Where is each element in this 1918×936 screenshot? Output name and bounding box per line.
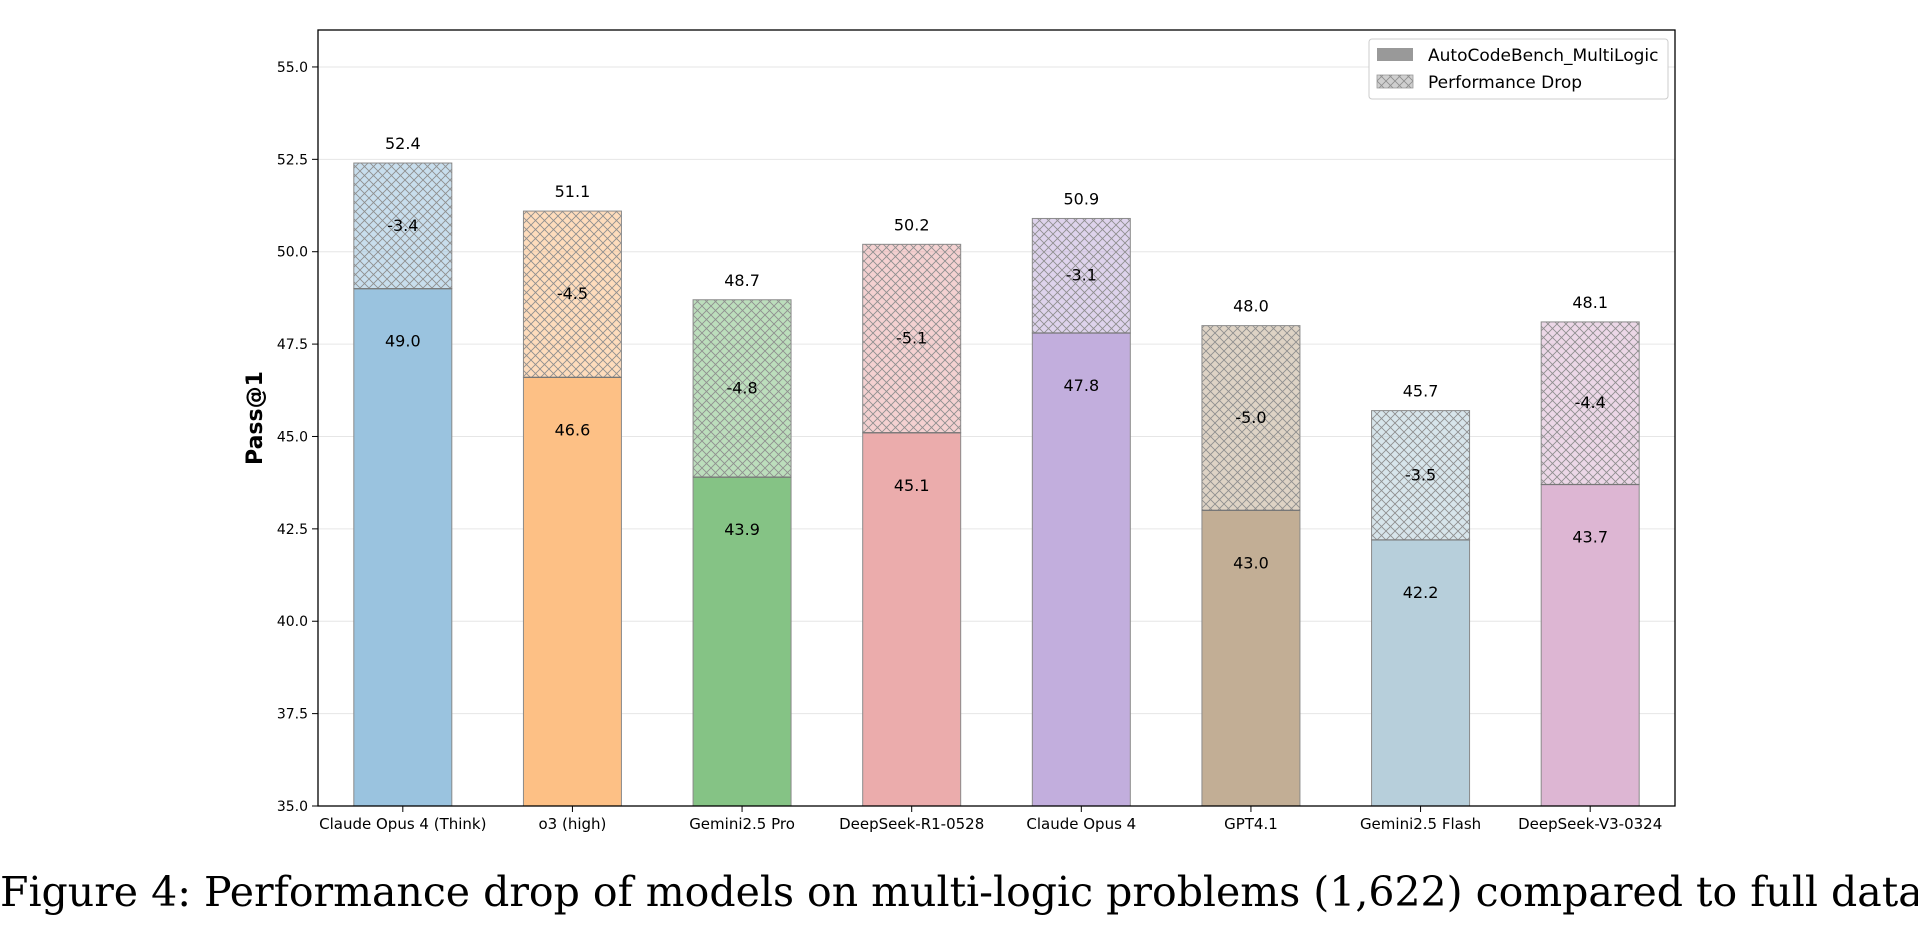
drop-value-label: -5.0 bbox=[1235, 408, 1266, 427]
base-value-label: 42.2 bbox=[1403, 583, 1439, 602]
total-value-label: 51.1 bbox=[555, 182, 591, 201]
bars bbox=[353, 162, 1640, 807]
y-tick-label: 35.0 bbox=[277, 799, 308, 815]
bar-drop-hatch bbox=[1371, 410, 1471, 541]
x-tick-label: DeepSeek-V3-0324 bbox=[1518, 815, 1662, 833]
legend-label-drop: Performance Drop bbox=[1428, 73, 1582, 93]
bar-base bbox=[522, 376, 622, 807]
legend-swatch-hatch-overlay bbox=[1377, 75, 1413, 88]
y-tick-label: 45.0 bbox=[277, 429, 308, 445]
bar-drop-hatch bbox=[1540, 321, 1640, 486]
drop-value-label: -5.1 bbox=[896, 329, 927, 348]
total-value-label: 50.9 bbox=[1064, 189, 1100, 208]
total-value-label: 48.0 bbox=[1233, 297, 1269, 316]
bar-base bbox=[1201, 509, 1301, 807]
bar-drop-hatch bbox=[353, 162, 453, 290]
bar-chart: 49.0 -3.4 52.4 46.6 -4.5 51.1 43.9 -4.8 48.7 45.1… bbox=[243, 29, 1676, 833]
total-value-label: 52.4 bbox=[385, 134, 421, 153]
bar-base bbox=[353, 288, 453, 807]
total-value-label: 45.7 bbox=[1403, 382, 1439, 401]
bar-drop-hatch bbox=[692, 299, 792, 478]
bar-base bbox=[862, 432, 962, 807]
axis-ticks: 35.0 37.5 40.0 42.5 45.0 47.5 50.0 52.5 55.0 Clau… bbox=[277, 60, 1662, 833]
y-tick-label: 42.5 bbox=[277, 522, 308, 538]
base-value-label: 47.8 bbox=[1064, 376, 1100, 395]
legend-label-base: AutoCodeBench_MultiLogic bbox=[1428, 46, 1659, 66]
drop-value-label: -4.4 bbox=[1575, 393, 1606, 412]
base-value-label: 43.0 bbox=[1233, 553, 1269, 572]
bar-base bbox=[1031, 332, 1131, 807]
legend: AutoCodeBench_MultiLogic Performance Dro… bbox=[1368, 38, 1669, 100]
y-tick-label: 47.5 bbox=[277, 337, 308, 353]
x-tick-label: Claude Opus 4 (Think) bbox=[319, 815, 486, 833]
x-tick-label: Gemini2.5 Flash bbox=[1360, 815, 1481, 833]
drop-value-label: -4.8 bbox=[726, 378, 757, 397]
base-value-label: 46.6 bbox=[555, 420, 591, 439]
x-tick-label: Gemini2.5 Pro bbox=[689, 815, 795, 833]
y-tick-label: 55.0 bbox=[277, 60, 308, 76]
x-tick-label: Claude Opus 4 bbox=[1026, 815, 1136, 833]
y-axis-title: Pass@1 bbox=[243, 371, 268, 465]
drop-value-label: -4.5 bbox=[557, 284, 588, 303]
y-tick-label: 40.0 bbox=[277, 614, 308, 630]
y-tick-label: 50.0 bbox=[277, 245, 308, 261]
drop-value-label: -3.5 bbox=[1405, 465, 1436, 484]
total-value-label: 48.7 bbox=[724, 271, 760, 290]
y-tick-label: 37.5 bbox=[277, 707, 308, 723]
bar-base bbox=[1540, 484, 1640, 807]
bar-base bbox=[1371, 539, 1471, 807]
plot-frame bbox=[317, 29, 1676, 807]
base-value-label: 45.1 bbox=[894, 476, 930, 495]
total-value-label: 50.2 bbox=[894, 215, 930, 234]
data-labels: 49.0 -3.4 52.4 46.6 -4.5 51.1 43.9 -4.8 48.7 45.1… bbox=[385, 134, 1608, 602]
legend-swatch-solid bbox=[1377, 48, 1413, 61]
bar-drop-hatch bbox=[862, 243, 962, 434]
grid-lines bbox=[318, 66, 1675, 807]
x-tick-label: o3 (high) bbox=[538, 815, 606, 833]
figure-caption: Figure 4: Performance drop of models on … bbox=[0, 868, 1918, 916]
bar-base bbox=[692, 476, 792, 807]
base-value-label: 43.9 bbox=[724, 520, 760, 539]
total-value-label: 48.1 bbox=[1572, 293, 1608, 312]
x-tick-label: DeepSeek-R1-0528 bbox=[839, 815, 984, 833]
base-value-label: 43.7 bbox=[1572, 528, 1608, 547]
drop-value-label: -3.1 bbox=[1066, 266, 1097, 285]
bar-drop-hatch bbox=[1031, 217, 1131, 334]
x-tick-label: GPT4.1 bbox=[1224, 815, 1278, 833]
legend-box bbox=[1368, 38, 1669, 100]
bar-drop-hatch bbox=[1201, 325, 1301, 511]
base-value-label: 49.0 bbox=[385, 332, 421, 351]
drop-value-label: -3.4 bbox=[387, 216, 418, 235]
y-tick-label: 52.5 bbox=[277, 152, 308, 168]
